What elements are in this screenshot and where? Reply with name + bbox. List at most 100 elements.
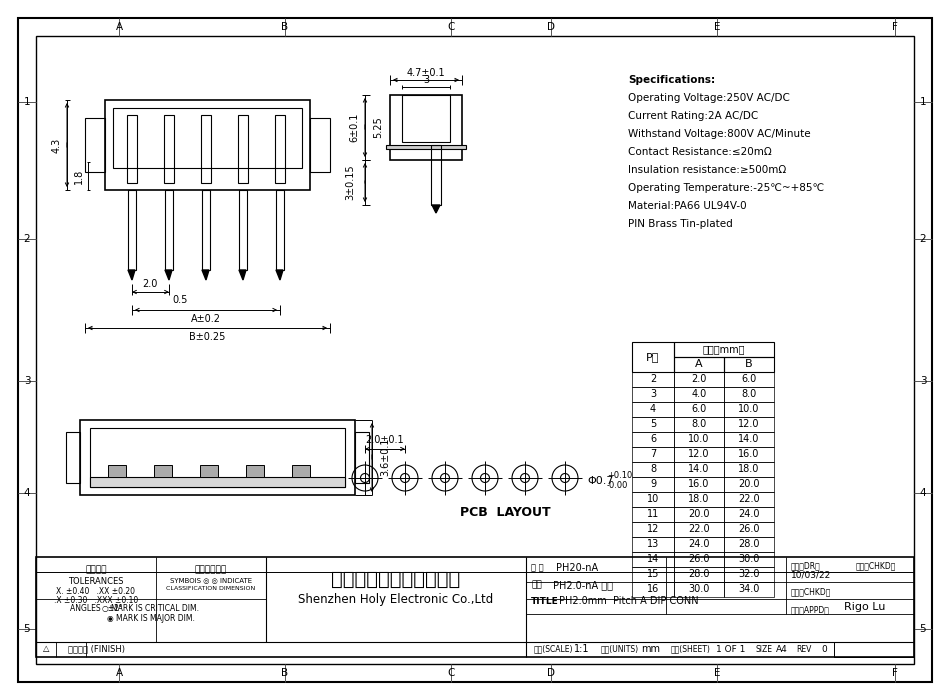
Text: PIN Brass Tin-plated: PIN Brass Tin-plated — [628, 219, 732, 229]
Text: 24.0: 24.0 — [738, 509, 760, 519]
Text: 10/03/22: 10/03/22 — [791, 571, 831, 580]
Text: SYMBOIS ◎ ◎ INDICATE: SYMBOIS ◎ ◎ INDICATE — [170, 577, 252, 583]
Text: 13: 13 — [647, 539, 659, 549]
Bar — [674, 522, 724, 537]
Text: 1: 1 — [920, 97, 926, 107]
Bar — [724, 492, 774, 507]
Bar — [632, 567, 674, 582]
Bar — [674, 507, 724, 522]
Bar — [108, 465, 126, 477]
Bar — [632, 507, 674, 522]
Bar — [113, 108, 302, 168]
Bar — [724, 537, 774, 552]
Text: 15: 15 — [647, 569, 659, 579]
Text: -0.00: -0.00 — [607, 482, 628, 491]
Bar — [632, 417, 674, 432]
Text: 单位(UNITS): 单位(UNITS) — [601, 645, 639, 654]
Bar — [632, 447, 674, 462]
Bar — [201, 115, 211, 183]
Text: 6: 6 — [650, 434, 656, 444]
Text: 7: 7 — [650, 449, 656, 459]
Polygon shape — [128, 270, 135, 280]
Text: 11: 11 — [647, 509, 659, 519]
Text: A: A — [695, 359, 703, 369]
Bar — [128, 190, 136, 270]
Text: 一般公差: 一般公差 — [86, 565, 106, 574]
Text: 32.0: 32.0 — [738, 569, 760, 579]
Text: ◉ MARK IS MAJOR DIM.: ◉ MARK IS MAJOR DIM. — [107, 614, 195, 623]
Bar — [724, 357, 774, 372]
Text: Rigo Lu: Rigo Lu — [844, 602, 885, 612]
Bar — [724, 372, 774, 387]
Text: 22.0: 22.0 — [688, 524, 710, 534]
Text: 3: 3 — [24, 376, 30, 386]
Bar — [674, 582, 724, 597]
Bar — [632, 552, 674, 567]
Text: 5: 5 — [650, 419, 656, 429]
Text: P数: P数 — [646, 352, 659, 362]
Bar — [724, 582, 774, 597]
Bar — [674, 537, 724, 552]
Bar — [724, 552, 774, 567]
Bar — [154, 465, 172, 477]
Text: 1 OF 1: 1 OF 1 — [716, 645, 746, 654]
Text: PH2.0-nA 直针: PH2.0-nA 直针 — [553, 580, 613, 590]
Text: △: △ — [43, 645, 49, 654]
Bar — [80, 420, 355, 495]
Text: C: C — [447, 668, 455, 678]
Text: 尺寸（mm）: 尺寸（mm） — [703, 344, 745, 354]
Text: 1: 1 — [24, 97, 30, 107]
Text: Shenzhen Holy Electronic Co.,Ltd: Shenzhen Holy Electronic Co.,Ltd — [298, 592, 494, 606]
Text: 10: 10 — [647, 494, 659, 504]
Text: 4: 4 — [24, 488, 30, 498]
Bar — [632, 462, 674, 477]
Bar — [202, 190, 210, 270]
Text: 4.3: 4.3 — [52, 137, 62, 153]
Text: 24.0: 24.0 — [688, 539, 710, 549]
Text: X. ±0.40   .XX ±0.20: X. ±0.40 .XX ±0.20 — [56, 587, 136, 596]
Text: 单核（CHKD）: 单核（CHKD） — [791, 587, 831, 596]
Bar — [275, 115, 285, 183]
Text: Withstand Voltage:800V AC/Minute: Withstand Voltage:800V AC/Minute — [628, 129, 810, 139]
Text: 深圳市宏利电子有限公司: 深圳市宏利电子有限公司 — [332, 570, 461, 589]
Text: 0: 0 — [821, 645, 826, 654]
Bar — [674, 417, 724, 432]
Text: 核准（APPD）: 核准（APPD） — [791, 605, 830, 614]
Text: F: F — [892, 668, 898, 678]
Text: 10.0: 10.0 — [738, 404, 760, 414]
Text: Contact Resistance:≤20mΩ: Contact Resistance:≤20mΩ — [628, 147, 771, 157]
Text: 28.0: 28.0 — [688, 569, 710, 579]
Text: 比例(SCALE): 比例(SCALE) — [534, 645, 574, 654]
Text: Insulation resistance:≥500mΩ: Insulation resistance:≥500mΩ — [628, 165, 787, 175]
Text: 12.0: 12.0 — [738, 419, 760, 429]
Bar — [724, 432, 774, 447]
Text: 6.0: 6.0 — [692, 404, 707, 414]
Bar — [90, 477, 345, 487]
Bar — [674, 447, 724, 462]
Text: 6±0.1: 6±0.1 — [349, 112, 359, 141]
Text: 26.0: 26.0 — [738, 524, 760, 534]
Text: A: A — [116, 22, 123, 32]
Text: 9: 9 — [650, 479, 656, 489]
Text: Specifications:: Specifications: — [628, 75, 715, 85]
Text: 28.0: 28.0 — [738, 539, 760, 549]
Text: PCB  LAYOUT: PCB LAYOUT — [460, 507, 550, 519]
Text: 4.0: 4.0 — [692, 389, 707, 399]
Text: 16: 16 — [647, 584, 659, 594]
Text: 20.0: 20.0 — [738, 479, 760, 489]
Bar — [674, 357, 724, 372]
Bar — [36, 557, 914, 657]
Text: 16.0: 16.0 — [738, 449, 760, 459]
Text: 1.8: 1.8 — [74, 169, 84, 183]
Bar — [674, 492, 724, 507]
Text: Φ0.7: Φ0.7 — [587, 476, 614, 486]
Bar — [724, 387, 774, 402]
Text: 4.7±0.1: 4.7±0.1 — [407, 68, 446, 78]
Bar — [674, 342, 774, 357]
Bar — [386, 145, 466, 149]
Text: 张数(SHEET): 张数(SHEET) — [671, 645, 711, 654]
Bar — [239, 190, 247, 270]
Text: 制图（DR）: 制图（DR） — [791, 561, 821, 570]
Bar — [632, 537, 674, 552]
Bar — [724, 477, 774, 492]
